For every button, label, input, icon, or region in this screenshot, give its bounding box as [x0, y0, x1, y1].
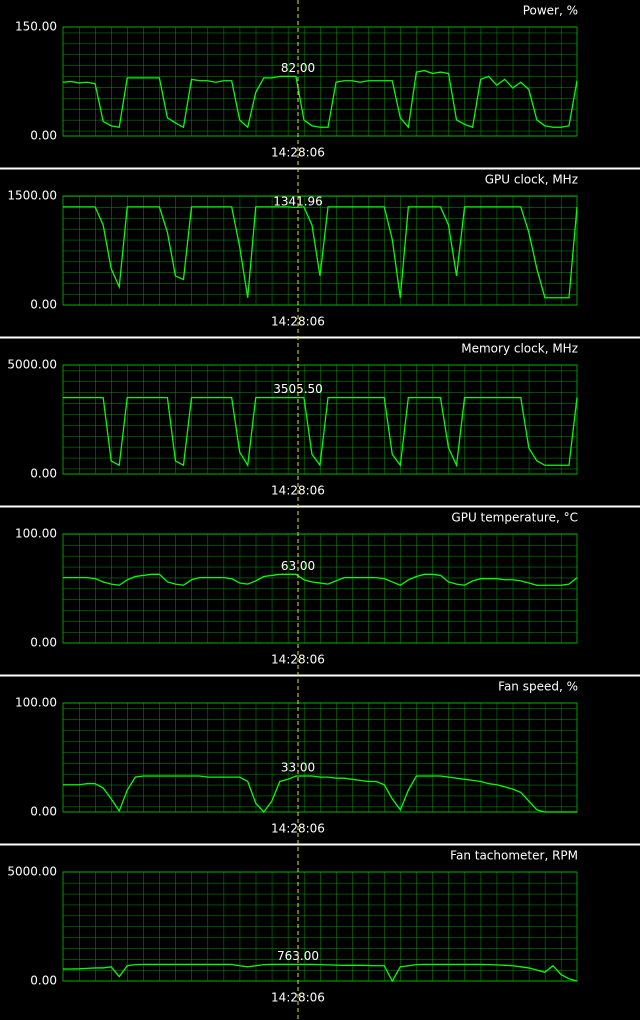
data-line	[63, 573, 578, 586]
plot-grid	[62, 533, 578, 644]
y-tick-label: 100.00	[15, 696, 57, 710]
plot-grid	[62, 702, 578, 813]
cursor-value: 3505.50	[273, 382, 323, 396]
data-line	[63, 775, 577, 814]
y-tick-label: 0.00	[30, 129, 57, 143]
chart-title: Memory clock, MHz	[461, 342, 578, 356]
chart-title: GPU clock, MHz	[485, 173, 578, 187]
cursor-time: 14:28:06	[271, 315, 325, 329]
y-tick-label: 1500.00	[7, 189, 57, 203]
y-tick-label: 5000.00	[7, 865, 57, 879]
chart-title: Fan tachometer, RPM	[450, 849, 578, 863]
plot-grid	[62, 26, 578, 137]
y-tick-label: 100.00	[15, 527, 57, 541]
y-tick-label: 0.00	[30, 298, 57, 312]
y-tick-label: 150.00	[15, 20, 57, 34]
plot-grid	[62, 871, 578, 982]
y-tick-label: 5000.00	[7, 358, 57, 372]
y-tick-label: 0.00	[30, 636, 57, 650]
data-line	[63, 963, 578, 983]
cursor-value: 82.00	[281, 61, 315, 75]
cursor-value: 1341.96	[273, 195, 323, 209]
y-tick-label: 0.00	[30, 467, 57, 481]
data-line	[63, 396, 578, 468]
y-tick-label: 0.00	[30, 805, 57, 819]
chart-title: GPU temperature, °C	[451, 511, 578, 525]
data-line	[63, 206, 578, 299]
data-line	[62, 69, 578, 129]
cursor-time: 14:28:06	[271, 146, 325, 160]
chart-title: Power, %	[523, 4, 578, 18]
y-tick-label: 0.00	[30, 974, 57, 988]
plot-grid	[62, 195, 578, 306]
cursor-value: 33.00	[281, 761, 315, 775]
cursor-value: 63.00	[281, 559, 315, 573]
chart-title: Fan speed, %	[498, 680, 578, 694]
